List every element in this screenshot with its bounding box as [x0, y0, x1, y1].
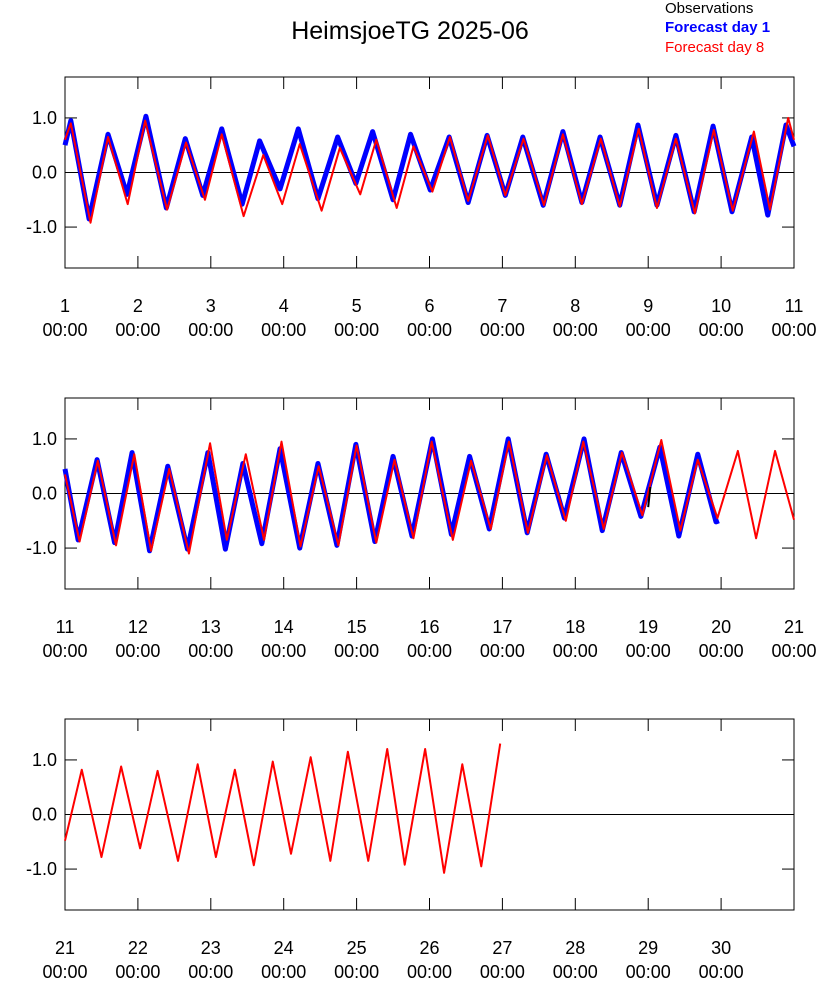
x-tick-label: 00:00	[188, 641, 233, 661]
y-tick-label: 0.0	[32, 163, 57, 183]
x-tick-label: 27	[492, 938, 512, 958]
x-tick-label: 00:00	[553, 641, 598, 661]
x-tick-label: 30	[711, 938, 731, 958]
series-line	[647, 486, 652, 508]
x-tick-label: 00:00	[188, 962, 233, 981]
y-tick-label: -1.0	[26, 538, 57, 558]
chart-title: HeimsjoeTG 2025-06	[291, 17, 529, 45]
x-tick-label: 00:00	[334, 641, 379, 661]
x-tick-label: 00:00	[626, 641, 671, 661]
x-tick-label: 9	[643, 296, 653, 316]
x-tick-label: 00:00	[42, 962, 87, 981]
x-tick-label: 4	[279, 296, 289, 316]
x-tick-label: 00:00	[115, 641, 160, 661]
x-tick-label: 2	[133, 296, 143, 316]
series-line	[64, 116, 795, 224]
series-line	[62, 113, 797, 222]
x-tick-label: 00:00	[115, 962, 160, 981]
x-tick-label: 00:00	[699, 962, 744, 981]
x-tick-label: 00:00	[626, 962, 671, 981]
y-tick-label: 1.0	[32, 750, 57, 770]
x-tick-label: 00:00	[626, 320, 671, 340]
x-tick-label: 28	[565, 938, 585, 958]
x-tick-label: 6	[424, 296, 434, 316]
x-tick-label: 7	[497, 296, 507, 316]
x-tick-label: 10	[711, 296, 731, 316]
x-tick-label: 00:00	[771, 641, 816, 661]
legend-entry: Forecast day 1	[665, 19, 770, 36]
x-tick-label: 00:00	[261, 962, 306, 981]
x-tick-label: 23	[201, 938, 221, 958]
y-tick-label: 0.0	[32, 805, 57, 825]
x-tick-label: 00:00	[771, 320, 816, 340]
x-tick-label: 00:00	[188, 320, 233, 340]
x-tick-label: 12	[128, 617, 148, 637]
y-tick-label: 1.0	[32, 429, 57, 449]
x-tick-label: 00:00	[553, 962, 598, 981]
x-tick-label: 25	[347, 938, 367, 958]
x-tick-label: 13	[201, 617, 221, 637]
x-tick-label: 00:00	[407, 320, 452, 340]
x-tick-label: 24	[274, 938, 294, 958]
x-tick-label: 3	[206, 296, 216, 316]
series-line	[64, 439, 795, 555]
x-tick-label: 1	[60, 296, 70, 316]
x-tick-label: 00:00	[699, 641, 744, 661]
x-tick-label: 00:00	[553, 320, 598, 340]
x-tick-label: 00:00	[334, 320, 379, 340]
y-tick-label: 1.0	[32, 108, 57, 128]
x-tick-label: 19	[638, 617, 658, 637]
x-tick-label: 00:00	[42, 320, 87, 340]
x-tick-label: 17	[492, 617, 512, 637]
x-tick-label: 29	[638, 938, 658, 958]
y-tick-label: -1.0	[26, 859, 57, 879]
x-tick-label: 00:00	[42, 641, 87, 661]
x-tick-label: 00:00	[334, 962, 379, 981]
x-tick-label: 22	[128, 938, 148, 958]
x-tick-label: 21	[55, 938, 75, 958]
legend-entry: Forecast day 8	[665, 39, 764, 56]
x-tick-label: 20	[711, 617, 731, 637]
x-tick-label: 11	[56, 617, 75, 637]
x-tick-label: 00:00	[480, 641, 525, 661]
x-tick-label: 14	[274, 617, 294, 637]
x-tick-label: 16	[419, 617, 439, 637]
x-tick-label: 15	[347, 617, 367, 637]
y-tick-label: 0.0	[32, 484, 57, 504]
x-tick-label: 26	[419, 938, 439, 958]
legend-entry: Observations	[665, 0, 753, 17]
y-tick-label: -1.0	[26, 217, 57, 237]
x-tick-label: 00:00	[407, 962, 452, 981]
x-tick-label: 00:00	[699, 320, 744, 340]
x-tick-label: 00:00	[261, 641, 306, 661]
x-tick-label: 18	[565, 617, 585, 637]
x-tick-label: 8	[570, 296, 580, 316]
x-tick-label: 00:00	[407, 641, 452, 661]
x-tick-label: 00:00	[480, 962, 525, 981]
series-line	[64, 743, 502, 874]
x-tick-label: 00:00	[261, 320, 306, 340]
x-tick-label: 5	[352, 296, 362, 316]
x-tick-label: 11	[785, 296, 804, 316]
x-tick-label: 00:00	[115, 320, 160, 340]
x-tick-label: 21	[784, 617, 804, 637]
x-tick-label: 00:00	[480, 320, 525, 340]
